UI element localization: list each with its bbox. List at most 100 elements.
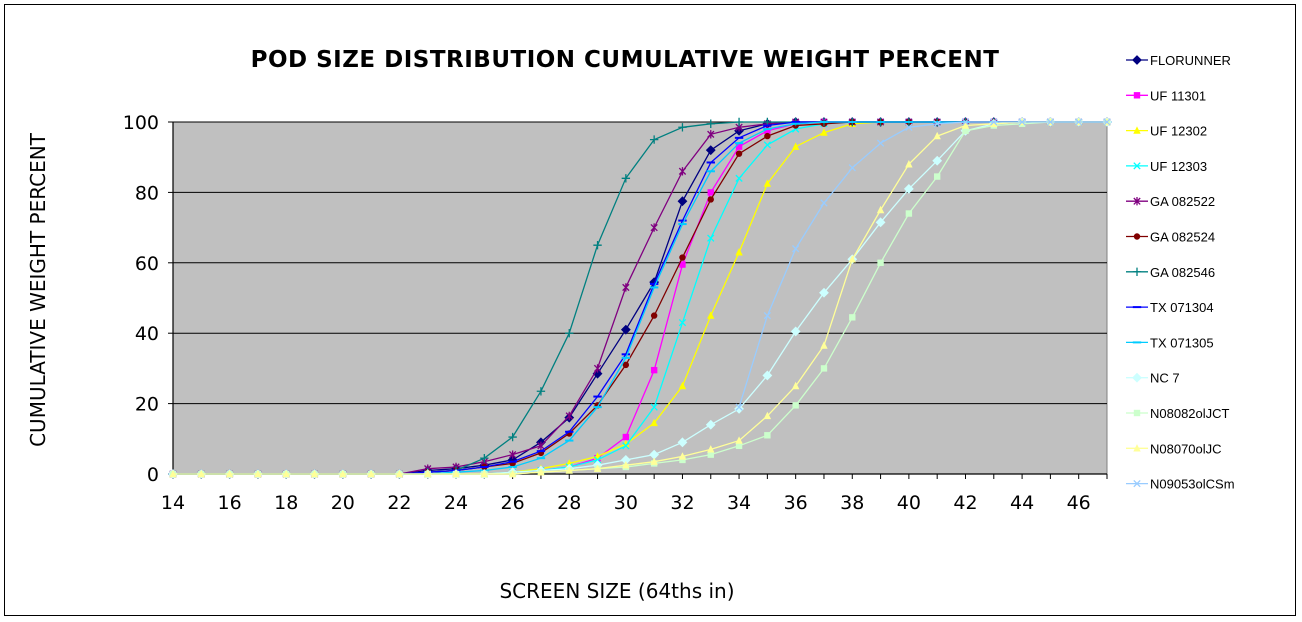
data-point: [876, 139, 885, 147]
data-point: [536, 387, 546, 396]
data-point: [593, 241, 602, 250]
data-point: [1103, 118, 1111, 126]
y-tick-label: 40: [135, 323, 159, 345]
legend-item: UF 12303: [1126, 159, 1207, 174]
data-point: [1075, 118, 1083, 126]
data-point: [593, 464, 602, 472]
x-tick-label: 38: [840, 492, 864, 514]
data-point: [282, 469, 290, 478]
legend-marker: [1133, 444, 1141, 452]
data-point: [933, 120, 941, 128]
legend-marker: [1133, 162, 1141, 170]
x-tick-label: 22: [387, 492, 411, 514]
data-point: [480, 453, 489, 463]
legend-label: GA 082524: [1150, 230, 1215, 245]
data-point: [679, 456, 686, 464]
legend-label: FLORUNNER: [1150, 53, 1231, 68]
data-point: [1046, 118, 1055, 126]
data-point: [622, 283, 630, 292]
data-point: [565, 329, 574, 338]
data-point: [678, 318, 687, 327]
data-point: [820, 341, 828, 349]
legend-label: GA 082546: [1150, 265, 1215, 280]
data-point: [932, 155, 943, 166]
data-point: [650, 457, 658, 465]
data-point: [679, 254, 686, 261]
plot-area: 0 20 40 60 80 100 14 16 18 20 22 24 26 28 30 32 34 36 38 40…: [123, 112, 1112, 514]
data-point: [764, 132, 771, 140]
data-point: [677, 196, 688, 207]
data-point: [565, 466, 573, 474]
data-point: [622, 442, 630, 450]
data-point: [819, 287, 829, 298]
data-point: [763, 311, 772, 320]
legend-marker: [1132, 372, 1142, 383]
legend-label: TX 071305: [1150, 335, 1214, 350]
data-point: [706, 119, 715, 128]
data-point: [565, 411, 573, 421]
data-point: [905, 160, 913, 168]
chart-title: POD SIZE DISTRIBUTION CUMULATIVE WEIGHT …: [251, 47, 1000, 73]
data-point: [790, 326, 801, 337]
data-point: [903, 183, 914, 194]
chart-frame: POD SIZE DISTRIBUTION CUMULATIVE WEIGHT …: [4, 4, 1296, 616]
legend-marker: [1133, 197, 1141, 206]
data-point: [395, 469, 404, 478]
data-point: [677, 437, 688, 448]
data-point: [735, 150, 743, 157]
x-tick-label: 44: [1010, 492, 1034, 514]
y-tick-label: 20: [135, 394, 159, 416]
data-point: [876, 205, 885, 214]
data-point: [762, 370, 773, 381]
data-point: [820, 365, 828, 372]
data-point: [734, 403, 744, 414]
data-point: [310, 469, 319, 478]
data-point: [764, 432, 771, 439]
y-tick-label: 100: [123, 112, 159, 134]
data-point: [339, 469, 347, 478]
line-chart: POD SIZE DISTRIBUTION CUMULATIVE WEIGHT …: [26, 47, 1235, 603]
legend-item: N09053olCSm: [1126, 477, 1235, 492]
data-point: [792, 245, 800, 253]
data-point: [1018, 118, 1026, 126]
data-point: [707, 130, 715, 139]
data-point: [622, 461, 630, 469]
legend-label: N08070olJC: [1150, 441, 1222, 456]
data-point: [650, 366, 658, 374]
data-point: [452, 469, 460, 478]
data-point: [650, 312, 658, 319]
x-tick-label: 24: [444, 492, 468, 514]
data-point: [480, 469, 489, 478]
x-tick-label: 20: [331, 492, 355, 514]
data-point: [367, 469, 375, 478]
data-point: [169, 469, 177, 478]
data-point: [620, 324, 631, 335]
data-point: [707, 311, 715, 319]
data-point: [735, 436, 743, 444]
data-point: [962, 127, 969, 134]
data-point: [791, 142, 800, 150]
data-point: [905, 123, 913, 131]
data-point: [650, 223, 658, 232]
y-tick-label: 80: [135, 182, 159, 204]
data-point: [735, 248, 743, 256]
y-tick-label: 60: [135, 253, 159, 275]
y-tick-label: 0: [147, 464, 159, 486]
data-point: [593, 364, 602, 373]
x-tick-label: 18: [274, 492, 298, 514]
legend-label: UF 12303: [1150, 159, 1207, 174]
legend-item: N08082olJCT: [1126, 406, 1230, 421]
series-12: [735, 118, 1111, 411]
y-axis-title: CUMULATIVE WEIGHT PERCENT: [26, 132, 50, 447]
data-point: [678, 123, 687, 132]
data-point: [849, 314, 856, 321]
data-point: [707, 451, 714, 458]
x-tick-label: 34: [727, 492, 751, 514]
data-point: [508, 432, 517, 442]
data-point: [424, 469, 432, 478]
series-line: [738, 121, 1107, 408]
data-point: [678, 167, 687, 176]
data-point: [763, 141, 772, 149]
legend-marker: [1133, 92, 1141, 99]
data-point: [622, 361, 630, 369]
